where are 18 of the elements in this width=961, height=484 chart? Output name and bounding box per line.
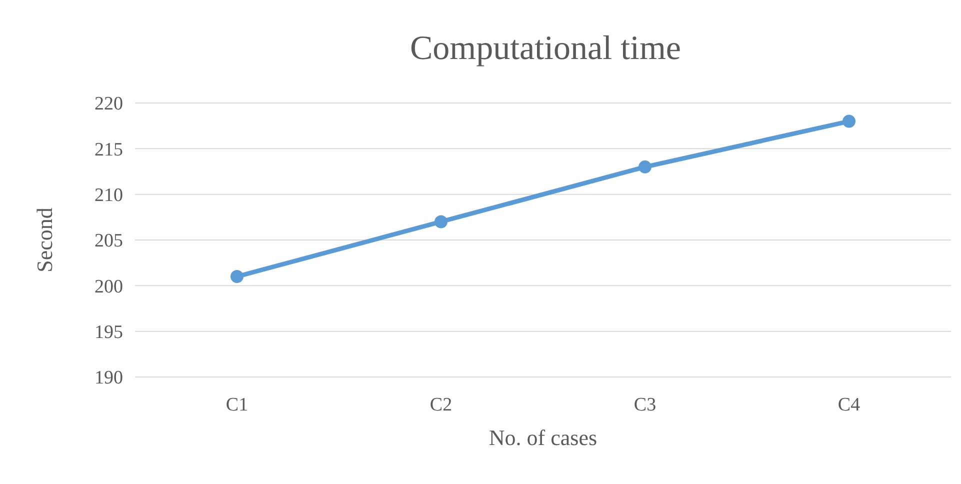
y-tick-label: 215	[94, 139, 123, 160]
y-tick-label: 195	[94, 322, 123, 344]
x-tick-label: C2	[430, 394, 452, 416]
x-tick-label: C4	[838, 394, 861, 416]
point	[638, 160, 652, 174]
y-tick-label: 200	[94, 276, 123, 298]
x-tick-label: C3	[634, 394, 656, 416]
y-tick-label: 210	[94, 185, 123, 206]
point	[842, 114, 856, 128]
y-axis-title: Second	[32, 208, 57, 272]
chart-title: Computational time	[408, 30, 682, 68]
y-tick-label: 220	[94, 94, 123, 115]
point	[434, 215, 448, 228]
x-tick-label: C1	[226, 394, 248, 416]
x-axis-title: No. of cases	[488, 425, 598, 450]
point	[230, 270, 244, 284]
y-tick-label: 205	[94, 230, 123, 252]
y-tick-label: 190	[94, 368, 123, 389]
